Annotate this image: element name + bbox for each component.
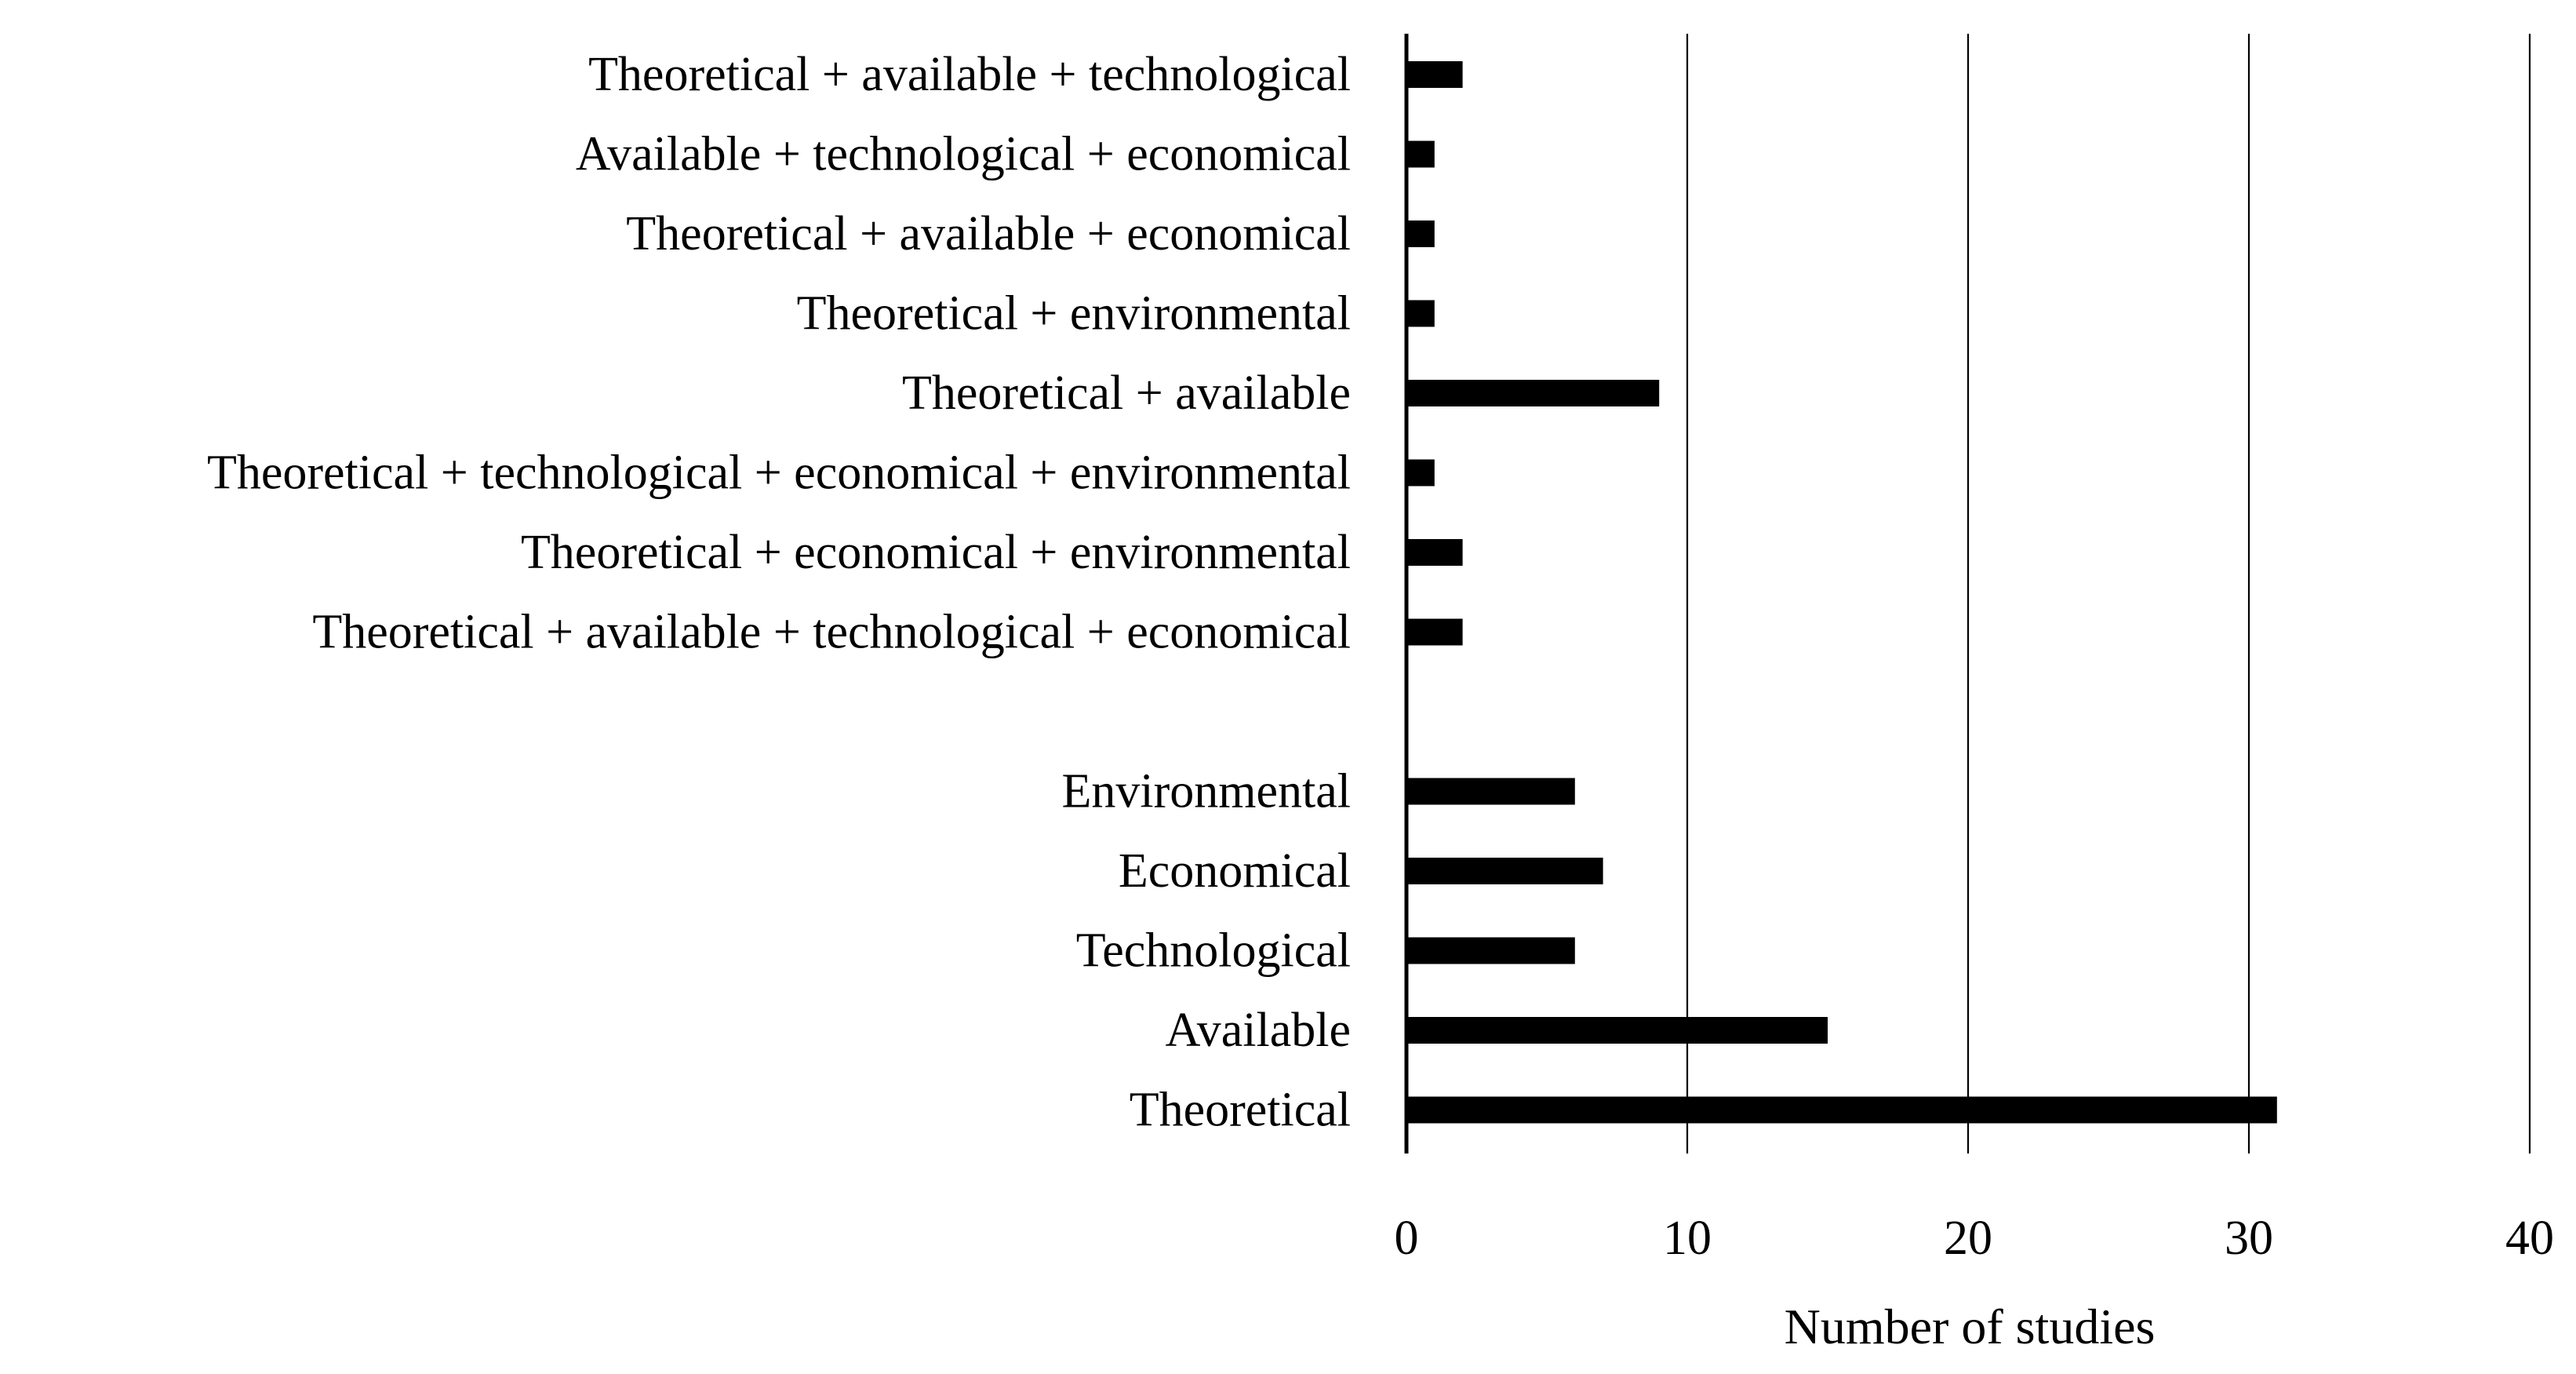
bar-4 (1406, 380, 1660, 406)
category-label-6: Theoretical + economical + environmental (521, 526, 1351, 579)
category-label-2: Theoretical + available + economical (626, 207, 1351, 261)
bar-2 (1406, 220, 1435, 247)
x-axis-title: Number of studies (1785, 1299, 2156, 1354)
category-label-4: Theoretical + available (902, 366, 1351, 420)
x-tick-label-20: 20 (1944, 1212, 1992, 1265)
bar-13 (1406, 1096, 2277, 1124)
x-tick-label-10: 10 (1663, 1212, 1712, 1265)
bar-0 (1406, 61, 1463, 88)
bar-6 (1406, 539, 1463, 566)
category-label-10: Economical (1119, 844, 1351, 898)
x-tick-label-40: 40 (2505, 1212, 2554, 1265)
bar-10 (1406, 858, 1603, 884)
category-label-5: Theoretical + technological + economical… (207, 446, 1351, 500)
category-labels: Theoretical + available + technological A… (207, 48, 1351, 1137)
bar-7 (1406, 618, 1463, 646)
bar-9 (1406, 778, 1575, 805)
x-tick-labels: 0 10 20 30 40 (1395, 1212, 2555, 1265)
bar-5 (1406, 459, 1435, 487)
category-label-13: Theoretical (1130, 1084, 1351, 1137)
bar-3 (1406, 300, 1435, 327)
category-label-12: Available (1166, 1004, 1351, 1057)
gridlines (1686, 34, 2531, 1154)
x-tick-label-30: 30 (2225, 1212, 2273, 1265)
bar-12 (1406, 1017, 1828, 1044)
bar-11 (1406, 937, 1575, 964)
category-label-1: Available + technological + economical (576, 128, 1351, 181)
category-label-0: Theoretical + available + technological (588, 48, 1351, 101)
bars (1406, 61, 2277, 1124)
category-label-7: Theoretical + available + technological … (312, 606, 1351, 659)
bar-1 (1406, 140, 1435, 168)
category-label-11: Technological (1076, 924, 1351, 978)
category-label-9: Environmental (1062, 765, 1351, 818)
x-tick-label-0: 0 (1395, 1212, 1419, 1265)
category-label-3: Theoretical + environmental (797, 287, 1351, 341)
